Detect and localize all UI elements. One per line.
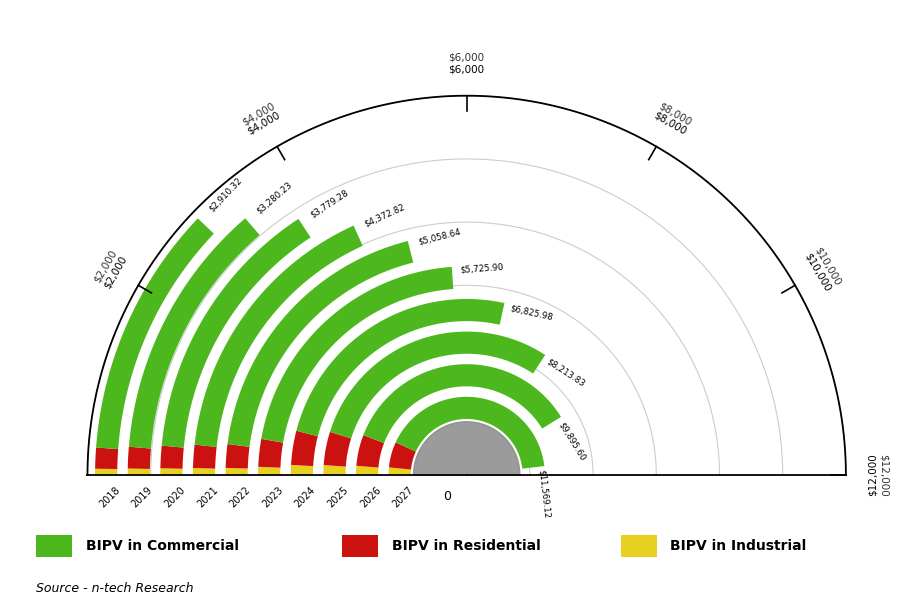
Polygon shape [162, 219, 310, 448]
Polygon shape [128, 469, 150, 475]
Polygon shape [226, 468, 248, 475]
Polygon shape [258, 439, 284, 467]
Text: 2023: 2023 [260, 485, 285, 509]
Text: $12,000: $12,000 [878, 454, 889, 496]
Text: $4,000: $4,000 [246, 110, 282, 137]
Text: 2020: 2020 [163, 485, 187, 509]
Text: $3,779.28: $3,779.28 [308, 188, 349, 219]
Text: 2022: 2022 [228, 485, 253, 510]
Text: $6,000: $6,000 [448, 53, 485, 63]
Text: BIPV in Residential: BIPV in Residential [392, 539, 540, 553]
Polygon shape [261, 267, 454, 443]
Polygon shape [228, 241, 413, 447]
Polygon shape [95, 469, 117, 475]
Polygon shape [129, 218, 260, 449]
Polygon shape [413, 422, 520, 475]
Polygon shape [193, 445, 217, 469]
Text: BIPV Markets: (Value $ Millions): BIPV Markets: (Value $ Millions) [237, 19, 663, 43]
Text: $9,895.60: $9,895.60 [556, 420, 587, 462]
Text: $6,825.98: $6,825.98 [509, 304, 554, 322]
Polygon shape [128, 447, 151, 469]
Text: $2,000: $2,000 [102, 254, 129, 290]
Polygon shape [226, 444, 249, 469]
Polygon shape [324, 432, 351, 467]
Polygon shape [356, 435, 384, 467]
Text: $10,000: $10,000 [813, 245, 843, 287]
Polygon shape [160, 446, 184, 469]
Polygon shape [96, 218, 214, 449]
Polygon shape [160, 468, 183, 475]
Polygon shape [323, 465, 346, 475]
Polygon shape [396, 397, 544, 469]
Text: $2,910.32: $2,910.32 [208, 176, 244, 214]
Polygon shape [364, 364, 561, 443]
Text: $5,058.64: $5,058.64 [417, 227, 462, 247]
Text: $5,725.90: $5,725.90 [460, 262, 504, 274]
Text: $12,000: $12,000 [868, 454, 878, 496]
Text: 2019: 2019 [130, 485, 155, 509]
Text: $11,569.12: $11,569.12 [536, 469, 551, 519]
Polygon shape [258, 467, 281, 475]
Polygon shape [194, 226, 363, 447]
Text: 2027: 2027 [391, 485, 416, 510]
Polygon shape [330, 332, 545, 439]
Text: $6,000: $6,000 [448, 64, 485, 74]
Text: 2024: 2024 [293, 485, 318, 509]
Text: $3,280.23: $3,280.23 [255, 181, 294, 216]
Text: $8,000: $8,000 [652, 110, 688, 137]
Polygon shape [296, 299, 504, 436]
Text: 0: 0 [444, 490, 452, 503]
Polygon shape [291, 465, 313, 475]
Text: 2021: 2021 [195, 485, 220, 509]
Polygon shape [291, 431, 318, 466]
Text: 2018: 2018 [97, 485, 122, 509]
Text: 2026: 2026 [358, 485, 382, 509]
Text: $8,213.83: $8,213.83 [545, 358, 587, 389]
Text: $4,000: $4,000 [240, 100, 276, 127]
Bar [36, 535, 72, 557]
Polygon shape [389, 467, 411, 475]
Text: $4,372.82: $4,372.82 [363, 202, 407, 229]
Text: BIPV in Commercial: BIPV in Commercial [86, 539, 238, 553]
Polygon shape [95, 448, 118, 469]
Text: Source - n-tech Research: Source - n-tech Research [36, 582, 194, 595]
Text: $2,000: $2,000 [92, 248, 119, 284]
Text: $8,000: $8,000 [657, 100, 693, 127]
Polygon shape [356, 466, 378, 475]
Polygon shape [389, 442, 416, 469]
Text: BIPV in Industrial: BIPV in Industrial [670, 539, 806, 553]
Bar [621, 535, 657, 557]
Polygon shape [193, 468, 215, 475]
Bar [342, 535, 378, 557]
Text: $10,000: $10,000 [803, 251, 833, 293]
Text: 2025: 2025 [326, 485, 350, 510]
